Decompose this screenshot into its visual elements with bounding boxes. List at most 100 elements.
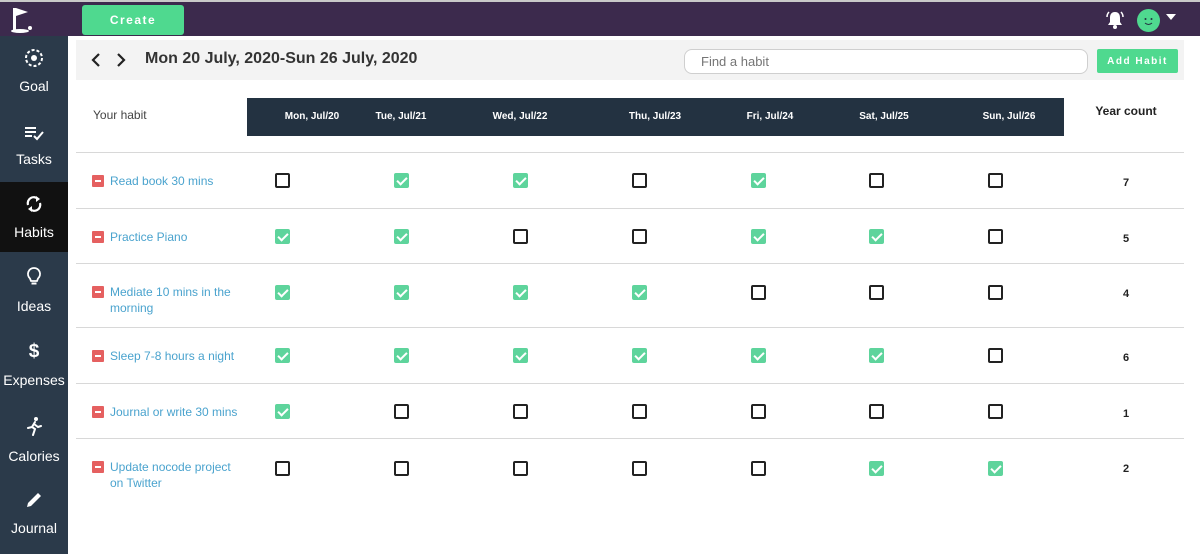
habit-checkbox-checked[interactable] [275,348,290,363]
year-count-value: 2 [1122,463,1130,475]
habit-checkbox-checked[interactable] [394,285,409,300]
remove-habit-icon[interactable] [92,231,104,243]
year-count-value: 5 [1122,233,1130,245]
chevron-left-icon[interactable] [90,53,102,67]
habit-checkbox-checked[interactable] [751,228,766,244]
habit-checkbox-checked[interactable] [394,173,409,188]
sidebar-item-journal[interactable]: Journal [0,478,68,548]
day-header: Sun, Jul/26 [982,111,1036,122]
sidebar-item-expenses[interactable]: $ Expenses [0,328,68,398]
habit-checkbox-unchecked[interactable] [513,403,528,419]
add-habit-button[interactable]: Add Habit [1097,49,1178,73]
habit-checkbox-checked[interactable] [513,173,528,188]
habit-checkbox-unchecked[interactable] [513,228,528,244]
habit-checkbox-checked[interactable] [394,228,409,244]
sidebar-item-label: Habits [14,224,54,240]
habit-checkbox-checked[interactable] [275,403,290,419]
remove-habit-icon[interactable] [92,406,104,418]
habit-checkbox-unchecked[interactable] [632,461,647,476]
avatar-face-icon [1144,18,1153,25]
habit-checkbox-unchecked[interactable] [275,173,290,188]
day-header: Fri, Jul/24 [746,111,794,122]
habit-name-link[interactable]: Update nocode project on Twitter [110,460,231,490]
avatar[interactable] [1137,9,1160,32]
table-row: Update nocode project on Twitter 2 [76,438,1184,498]
week-range-title: Mon 20 July, 2020-Sun 26 July, 2020 [145,50,418,67]
habit-checkbox-checked[interactable] [869,461,884,476]
year-count-value: 1 [1122,408,1130,420]
lightbulb-icon [27,267,41,285]
habit-checkbox-unchecked[interactable] [513,461,528,476]
habit-column-header: Your habit [93,108,147,122]
habit-checkbox-unchecked[interactable] [869,403,884,419]
habit-checkbox-checked[interactable] [751,348,766,363]
habit-checkbox-checked[interactable] [275,285,290,300]
habit-checkbox-unchecked[interactable] [632,173,647,188]
chevron-down-icon[interactable] [1166,14,1176,20]
habit-checkbox-unchecked[interactable] [394,403,409,419]
sidebar: Goal Tasks Habits Ideas $ Expenses [0,36,68,554]
running-icon [27,417,42,436]
table-row: Read book 30 mins 7 [76,152,1184,208]
sidebar-item-tasks[interactable]: Tasks [0,110,68,180]
golf-flag-logo-icon[interactable] [8,6,36,34]
habit-checkbox-checked[interactable] [632,348,647,363]
habits-icon [26,196,42,212]
table-row: Mediate 10 mins in the morning 4 [76,263,1184,327]
day-header: Tue, Jul/21 [375,111,427,122]
bell-icon[interactable] [1105,10,1125,30]
habit-name-link[interactable]: Sleep 7-8 hours a night [110,349,235,363]
search-input[interactable] [684,49,1088,74]
remove-habit-icon[interactable] [92,286,104,298]
year-count-value: 6 [1122,352,1130,364]
habit-checkbox-unchecked[interactable] [869,173,884,188]
habit-checkbox-unchecked[interactable] [751,461,766,476]
sidebar-item-calories[interactable]: Calories [0,404,68,474]
habit-name-link[interactable]: Practice Piano [110,230,188,244]
sidebar-item-label: Calories [8,448,60,464]
habit-checkbox-unchecked[interactable] [632,403,647,419]
pencil-icon [27,493,41,507]
sidebar-item-ideas[interactable]: Ideas [0,254,68,324]
habit-checkbox-checked[interactable] [751,173,766,188]
habit-checkbox-unchecked[interactable] [275,461,290,476]
habit-checkbox-unchecked[interactable] [394,461,409,476]
sidebar-item-goal[interactable]: Goal [0,36,68,106]
remove-habit-icon[interactable] [92,461,104,473]
habit-checkbox-unchecked[interactable] [988,403,1003,419]
sidebar-item-label: Expenses [3,372,65,388]
week-navigation-bar: Mon 20 July, 2020-Sun 26 July, 2020 Add … [76,40,1184,80]
chevron-right-icon[interactable] [115,53,127,67]
habit-checkbox-checked[interactable] [869,228,884,244]
habit-checkbox-unchecked[interactable] [988,173,1003,188]
habit-name-link[interactable]: Read book 30 mins [110,174,214,188]
habit-checkbox-checked[interactable] [869,348,884,363]
habit-checkbox-unchecked[interactable] [632,228,647,244]
table-row: Journal or write 30 mins 1 [76,383,1184,438]
day-header: Mon, Jul/20 [284,111,340,122]
sidebar-item-label: Journal [11,520,57,536]
habit-name-link[interactable]: Journal or write 30 mins [110,405,238,419]
habit-checkbox-checked[interactable] [394,348,409,363]
habit-checkbox-unchecked[interactable] [988,348,1003,363]
habit-checkbox-checked[interactable] [988,461,1003,476]
habit-checkbox-unchecked[interactable] [751,403,766,419]
create-button[interactable]: Create [82,5,184,35]
remove-habit-icon[interactable] [92,350,104,362]
habit-checkbox-unchecked[interactable] [988,228,1003,244]
svg-text:$: $ [29,341,40,360]
habit-name-link[interactable]: Mediate 10 mins in the morning [110,285,231,315]
habit-checkbox-checked[interactable] [513,285,528,300]
habit-checkbox-checked[interactable] [275,228,290,244]
remove-habit-icon[interactable] [92,175,104,187]
top-bar: Create [0,0,1200,36]
habit-checkbox-unchecked[interactable] [751,285,766,300]
day-header: Thu, Jul/23 [628,111,682,122]
habit-checkbox-unchecked[interactable] [869,285,884,300]
sidebar-item-habits[interactable]: Habits [0,182,68,252]
days-header: Mon, Jul/20 Tue, Jul/21 Wed, Jul/22 Thu,… [247,98,1064,136]
habit-checkbox-checked[interactable] [632,285,647,300]
day-header: Sat, Jul/25 [859,111,909,122]
habit-checkbox-checked[interactable] [513,348,528,363]
habit-checkbox-unchecked[interactable] [988,285,1003,300]
